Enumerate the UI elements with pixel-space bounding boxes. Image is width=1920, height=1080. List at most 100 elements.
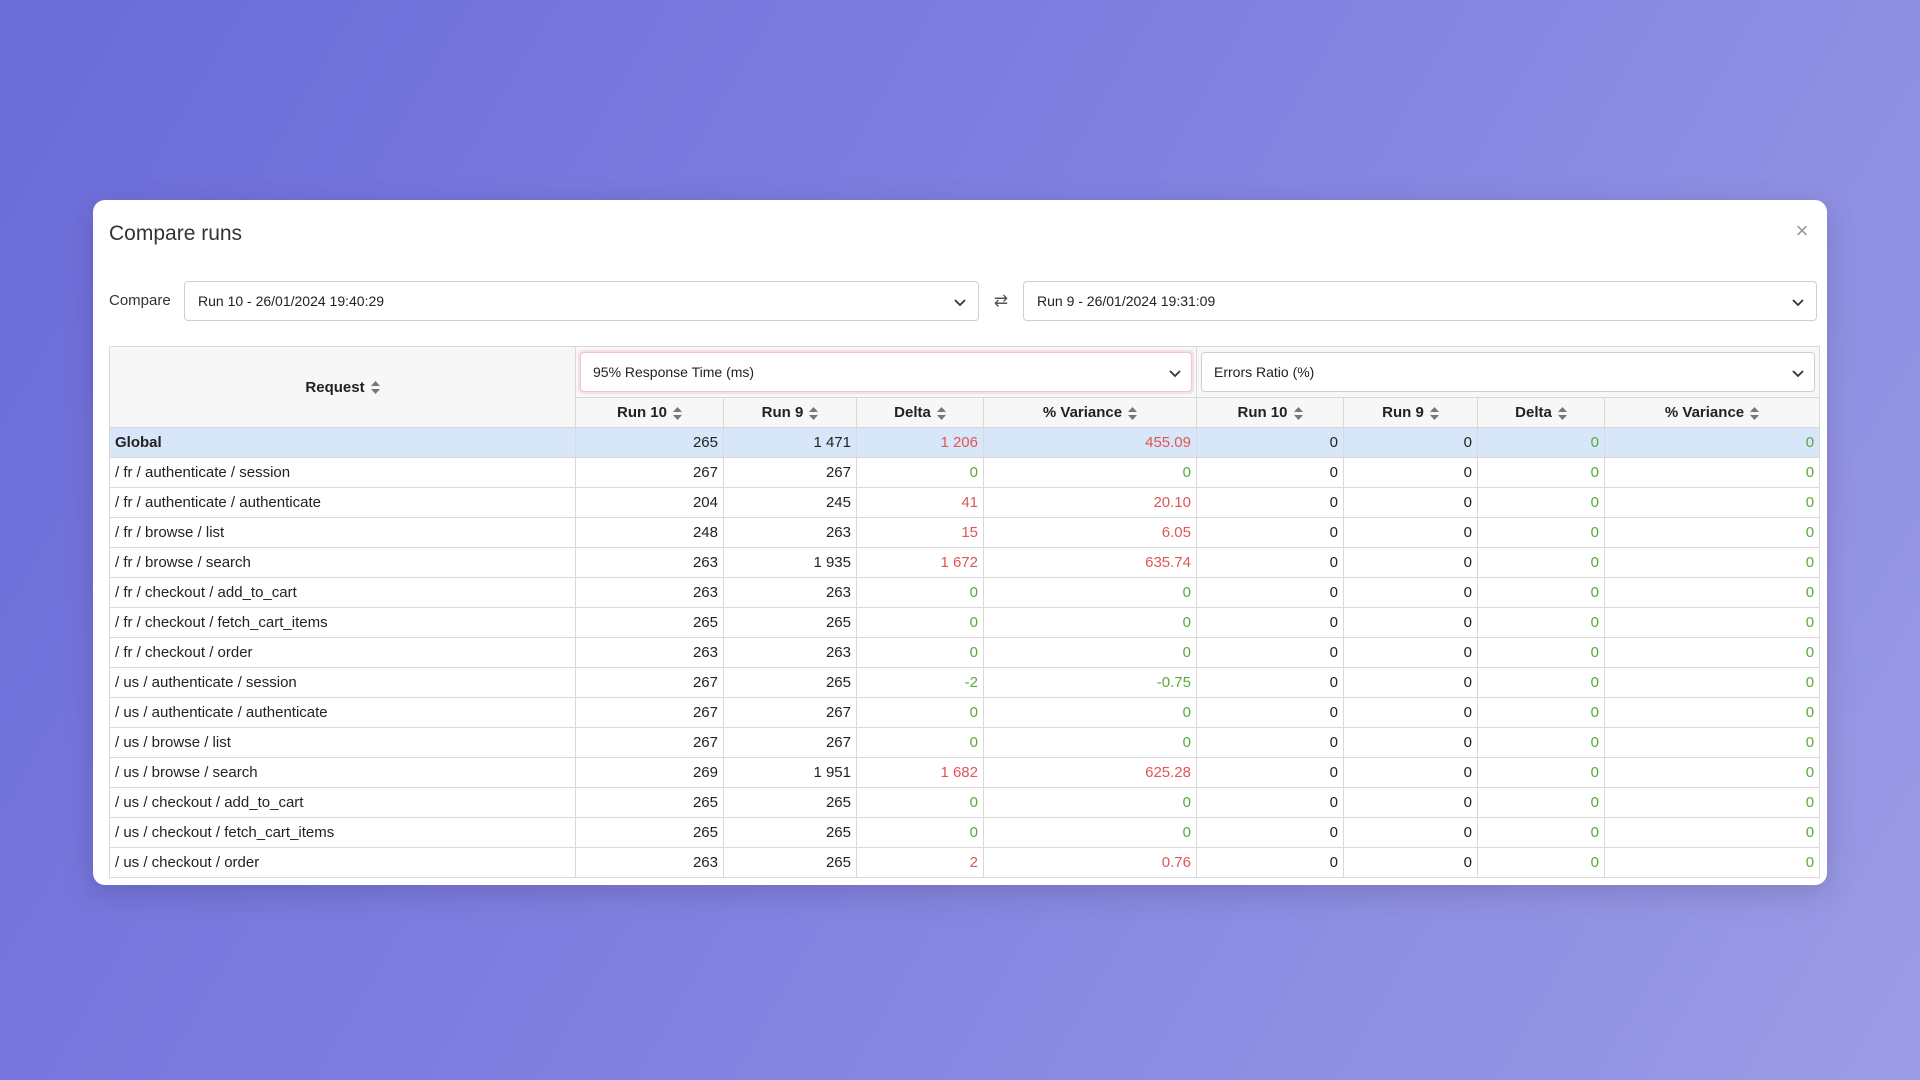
run9-cell: 265: [723, 847, 857, 878]
errors-variance-cell: 0: [1603, 787, 1821, 818]
table-row[interactable]: / us / checkout / add_to_cart 265 265 0 0 0 0 0…: [109, 787, 1821, 818]
chevron-down-icon: [1169, 370, 1181, 378]
errors-variance-cell: 0: [1603, 637, 1821, 668]
table-row[interactable]: / fr / checkout / order 263 263 0 0 0 0 0 0: [109, 637, 1821, 668]
delta-cell: 0: [856, 577, 984, 608]
request-cell: / us / authenticate / authenticate: [109, 697, 576, 728]
request-cell: / fr / checkout / add_to_cart: [109, 577, 576, 608]
sort-icon: [1128, 406, 1138, 420]
variance-cell: 455.09: [983, 427, 1197, 458]
errors-run9-header-label: Run 9: [1382, 404, 1424, 421]
compare-label: Compare: [109, 292, 171, 309]
errors-variance-cell: 0: [1603, 727, 1821, 758]
run10-cell: 267: [575, 727, 724, 758]
delta-cell: 41: [856, 487, 984, 518]
errors-variance-cell: 0: [1603, 607, 1821, 638]
delta-cell: 0: [856, 457, 984, 488]
swap-icon[interactable]: ⇄: [993, 291, 1009, 310]
request-header[interactable]: Request: [109, 346, 576, 428]
request-cell: / us / checkout / add_to_cart: [109, 787, 576, 818]
variance-header-label: % Variance: [1042, 404, 1123, 421]
metric-a-select[interactable]: 95% Response Time (ms): [580, 352, 1192, 392]
run-b-select[interactable]: Run 9 - 26/01/2024 19:31:09: [1023, 281, 1817, 321]
sort-icon: [809, 406, 819, 420]
table-row[interactable]: / us / browse / list 267 267 0 0 0 0 0 0: [109, 727, 1821, 758]
errors-run9-cell: 0: [1343, 817, 1478, 848]
table-row[interactable]: / us / browse / search 269 1 951 1 682 625.2…: [109, 757, 1821, 788]
delta-cell: 0: [856, 697, 984, 728]
errors-delta-header[interactable]: Delta: [1477, 397, 1605, 428]
delta-cell: 1 682: [856, 757, 984, 788]
table-row[interactable]: / us / checkout / fetch_cart_items 265 265…: [109, 817, 1821, 848]
errors-delta-cell: 0: [1477, 727, 1605, 758]
variance-cell: 0.76: [983, 847, 1197, 878]
run10-cell: 263: [575, 547, 724, 578]
variance-cell: 625.28: [983, 757, 1197, 788]
request-cell: / us / authenticate / session: [109, 667, 576, 698]
errors-delta-cell: 0: [1477, 847, 1605, 878]
errors-run10-cell: 0: [1196, 757, 1344, 788]
run9-cell: 267: [723, 697, 857, 728]
errors-run9-header[interactable]: Run 9: [1343, 397, 1478, 428]
sort-icon: [1557, 406, 1567, 420]
errors-run10-cell: 0: [1196, 517, 1344, 548]
request-header-label: Request: [305, 378, 365, 396]
delta-cell: 0: [856, 607, 984, 638]
metric-b-select[interactable]: Errors Ratio (%): [1201, 352, 1816, 392]
request-cell: / fr / browse / list: [109, 517, 576, 548]
request-cell: / fr / authenticate / session: [109, 457, 576, 488]
errors-delta-cell: 0: [1477, 607, 1605, 638]
run-a-select[interactable]: Run 10 - 26/01/2024 19:40:29: [184, 281, 979, 321]
variance-header[interactable]: % Variance: [983, 397, 1197, 428]
table-row[interactable]: / fr / browse / list 248 263 15 6.05 0 0 0 0: [109, 517, 1821, 548]
errors-run10-cell: 0: [1196, 547, 1344, 578]
variance-cell: 0: [983, 727, 1197, 758]
run9-cell: 263: [723, 517, 857, 548]
run10-header[interactable]: Run 10: [575, 397, 724, 428]
variance-cell: 0: [983, 457, 1197, 488]
errors-variance-cell: 0: [1603, 427, 1821, 458]
delta-cell: 0: [856, 637, 984, 668]
run10-cell: 267: [575, 667, 724, 698]
compare-row: Compare Run 10 - 26/01/2024 19:40:29 ⇄ R…: [109, 281, 1817, 321]
table-row[interactable]: / fr / checkout / add_to_cart 263 263 0 0 0 0 0…: [109, 577, 1821, 608]
sort-icon: [370, 381, 380, 395]
errors-variance-header[interactable]: % Variance: [1603, 397, 1821, 428]
errors-variance-cell: 0: [1603, 517, 1821, 548]
run9-header-label: Run 9: [761, 404, 804, 421]
table-row[interactable]: / fr / authenticate / session 267 267 0 0 0 0 0…: [109, 457, 1821, 488]
table-row[interactable]: / us / authenticate / authenticate 267 267…: [109, 697, 1821, 728]
variance-cell: 6.05: [983, 517, 1197, 548]
delta-cell: 15: [856, 517, 984, 548]
variance-cell: 0: [983, 607, 1197, 638]
errors-run10-cell: 0: [1196, 667, 1344, 698]
table-row[interactable]: / us / authenticate / session 267 265 -2 -0.…: [109, 667, 1821, 698]
run9-cell: 1 935: [723, 547, 857, 578]
delta-cell: 2: [856, 847, 984, 878]
close-icon[interactable]: ×: [1795, 218, 1809, 243]
chevron-down-icon: [1792, 299, 1804, 307]
metric-b-value: Errors Ratio (%): [1214, 364, 1315, 380]
table-row[interactable]: / fr / authenticate / authenticate 204 245…: [109, 487, 1821, 518]
errors-run10-cell: 0: [1196, 697, 1344, 728]
table-row[interactable]: Global 265 1 471 1 206 455.09 0 0 0 0: [109, 427, 1821, 458]
table-row[interactable]: / us / checkout / order 263 265 2 0.76 0 0 0 0: [109, 847, 1821, 878]
delta-cell: -2: [856, 667, 984, 698]
errors-run9-cell: 0: [1343, 487, 1478, 518]
errors-run9-cell: 0: [1343, 847, 1478, 878]
table-row[interactable]: / fr / checkout / fetch_cart_items 265 265…: [109, 607, 1821, 638]
table-row[interactable]: / fr / browse / search 263 1 935 1 672 635.7…: [109, 547, 1821, 578]
delta-header[interactable]: Delta: [856, 397, 984, 428]
errors-run10-cell: 0: [1196, 457, 1344, 488]
errors-run10-header[interactable]: Run 10: [1196, 397, 1344, 428]
run9-header[interactable]: Run 9: [723, 397, 857, 428]
errors-run10-cell: 0: [1196, 817, 1344, 848]
sort-icon: [1429, 406, 1439, 420]
run10-cell: 263: [575, 847, 724, 878]
variance-cell: 0: [983, 637, 1197, 668]
errors-variance-cell: 0: [1603, 817, 1821, 848]
errors-run9-cell: 0: [1343, 787, 1478, 818]
sort-icon: [673, 406, 682, 420]
errors-run9-cell: 0: [1343, 607, 1478, 638]
compare-runs-modal: Compare runs × Compare Run 10 - 26/01/20…: [93, 200, 1827, 885]
